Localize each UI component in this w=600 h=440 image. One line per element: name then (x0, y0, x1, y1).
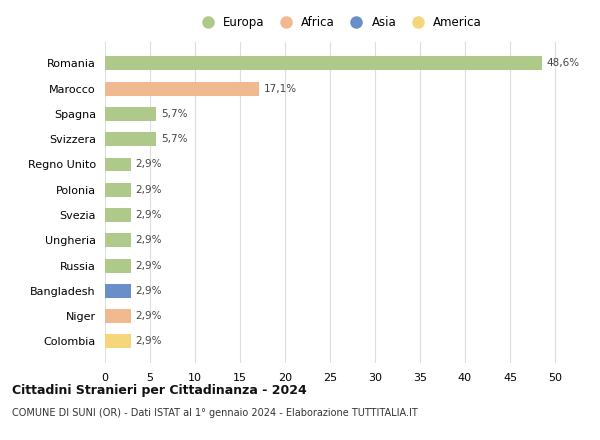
Text: Cittadini Stranieri per Cittadinanza - 2024: Cittadini Stranieri per Cittadinanza - 2… (12, 384, 307, 397)
Bar (105, 309, 131, 323)
Text: 2,9%: 2,9% (136, 286, 162, 296)
Bar (105, 56, 542, 70)
Bar (105, 82, 259, 95)
Bar (105, 334, 131, 348)
Text: 2,9%: 2,9% (136, 337, 162, 346)
Text: 17,1%: 17,1% (263, 84, 296, 94)
Bar (105, 259, 131, 272)
Bar (105, 158, 131, 172)
Bar (105, 107, 156, 121)
Text: 2,9%: 2,9% (136, 159, 162, 169)
Text: 2,9%: 2,9% (136, 311, 162, 321)
Text: 5,7%: 5,7% (161, 109, 187, 119)
Text: 2,9%: 2,9% (136, 185, 162, 195)
Bar (105, 183, 131, 197)
Text: 5,7%: 5,7% (161, 134, 187, 144)
Text: 2,9%: 2,9% (136, 235, 162, 246)
Bar (105, 284, 131, 298)
Bar (105, 208, 131, 222)
Text: COMUNE DI SUNI (OR) - Dati ISTAT al 1° gennaio 2024 - Elaborazione TUTTITALIA.IT: COMUNE DI SUNI (OR) - Dati ISTAT al 1° g… (12, 408, 418, 418)
Text: 2,9%: 2,9% (136, 210, 162, 220)
Text: 48,6%: 48,6% (547, 59, 580, 68)
Text: 2,9%: 2,9% (136, 260, 162, 271)
Bar (105, 132, 156, 146)
Legend: Europa, Africa, Asia, America: Europa, Africa, Asia, America (196, 16, 482, 29)
Bar (105, 233, 131, 247)
